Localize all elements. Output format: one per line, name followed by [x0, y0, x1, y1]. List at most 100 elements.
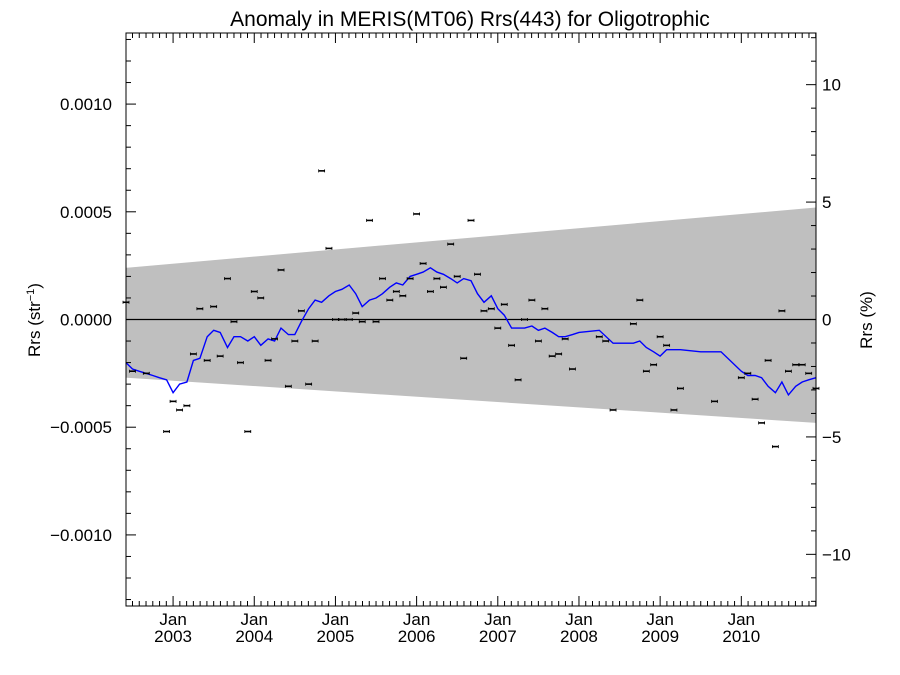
- data-point: [656, 335, 664, 339]
- x-tick-label-month: Jan: [403, 610, 430, 629]
- data-point: [419, 261, 427, 265]
- data-point: [521, 318, 528, 321]
- data-point: [399, 294, 407, 298]
- data-point: [561, 337, 569, 341]
- data-point: [778, 309, 786, 313]
- data-point: [413, 212, 421, 216]
- data-point: [480, 309, 488, 313]
- data-point: [772, 445, 779, 449]
- data-point: [277, 268, 285, 272]
- running-mean-line: [125, 266, 817, 397]
- data-point: [271, 337, 278, 341]
- data-point: [758, 421, 766, 425]
- data-point: [650, 363, 658, 367]
- x-tick-label-year: 2006: [398, 627, 436, 646]
- data-point: [230, 320, 238, 324]
- data-point: [474, 272, 481, 276]
- data-point: [291, 339, 299, 343]
- data-point: [528, 298, 536, 302]
- data-point: [325, 246, 333, 250]
- x-tick-label-year: 2010: [722, 627, 760, 646]
- data-point: [433, 277, 441, 281]
- data-point: [751, 397, 759, 401]
- x-tick-label-month: Jan: [241, 610, 268, 629]
- data-point: [737, 376, 745, 380]
- data-point: [366, 218, 373, 222]
- data-point: [467, 218, 475, 222]
- y-axis-label-left: Rrs (str−1): [25, 283, 44, 357]
- y-tick-label-right: 0: [822, 311, 831, 330]
- data-point: [487, 307, 495, 311]
- data-point: [129, 369, 136, 373]
- y-tick-label-right: 10: [822, 76, 841, 95]
- data-point: [764, 358, 772, 362]
- y-tick-label-left: −0.0005: [50, 418, 112, 437]
- data-point: [500, 302, 508, 306]
- data-point: [216, 354, 224, 358]
- data-point: [332, 318, 339, 321]
- data-point: [257, 296, 265, 300]
- data-point: [264, 358, 272, 362]
- data-point: [805, 371, 813, 375]
- x-tick-label-month: Jan: [159, 610, 186, 629]
- data-point: [670, 408, 678, 412]
- x-tick-label-month: Jan: [728, 610, 755, 629]
- x-tick-label-year: 2004: [235, 627, 273, 646]
- data-point: [629, 322, 637, 326]
- x-tick-label-year: 2003: [154, 627, 192, 646]
- x-tick-label-year: 2005: [317, 627, 355, 646]
- data-point: [460, 356, 468, 360]
- data-point: [792, 363, 800, 367]
- data-point: [785, 369, 792, 373]
- data-point: [318, 169, 326, 173]
- data-point: [284, 384, 292, 388]
- data-point: [439, 285, 447, 289]
- data-point: [189, 352, 197, 356]
- data-point: [358, 320, 366, 324]
- data-point: [169, 399, 177, 403]
- data-point: [163, 430, 170, 434]
- data-point: [569, 367, 576, 371]
- y-tick-label-right: −10: [822, 545, 851, 564]
- data-point: [352, 311, 360, 315]
- chart-title: Anomaly in MERIS(MT06) Rrs(443) for Olig…: [230, 8, 710, 31]
- data-point: [250, 289, 258, 293]
- data-point: [237, 361, 244, 365]
- x-tick-label-year: 2009: [641, 627, 679, 646]
- data-point: [636, 298, 644, 302]
- y-tick-label-left: 0.0010: [60, 95, 112, 114]
- data-point: [744, 371, 752, 375]
- data-point: [196, 307, 204, 311]
- data-point: [677, 386, 684, 390]
- x-tick-label-month: Jan: [646, 610, 673, 629]
- x-tick-label-year: 2008: [560, 627, 598, 646]
- uncertainty-band: [126, 207, 816, 423]
- data-point: [386, 298, 394, 302]
- y-tick-label-left: 0.0000: [60, 311, 112, 330]
- data-point: [406, 277, 414, 281]
- y-axis-label-right: Rrs (%): [857, 291, 876, 349]
- data-point: [642, 369, 650, 373]
- data-point: [338, 318, 346, 321]
- data-point: [555, 352, 563, 356]
- x-tick-label-year: 2007: [479, 627, 517, 646]
- data-point: [176, 408, 183, 412]
- y-tick-label-left: 0.0005: [60, 203, 112, 222]
- y-tick-label-left: −0.0010: [50, 526, 112, 545]
- data-point: [311, 339, 319, 343]
- x-tick-label-month: Jan: [322, 610, 349, 629]
- data-point: [427, 289, 434, 293]
- data-point: [210, 305, 218, 309]
- data-point: [663, 343, 671, 347]
- data-point: [711, 399, 718, 403]
- data-point: [379, 277, 386, 281]
- data-point: [595, 335, 603, 339]
- data-point: [224, 277, 231, 281]
- data-point: [453, 274, 461, 278]
- data-point: [541, 307, 549, 311]
- data-point: [203, 358, 211, 362]
- data-point: [494, 326, 502, 330]
- data-point: [244, 430, 252, 434]
- data-point: [534, 339, 542, 343]
- data-point: [183, 404, 191, 408]
